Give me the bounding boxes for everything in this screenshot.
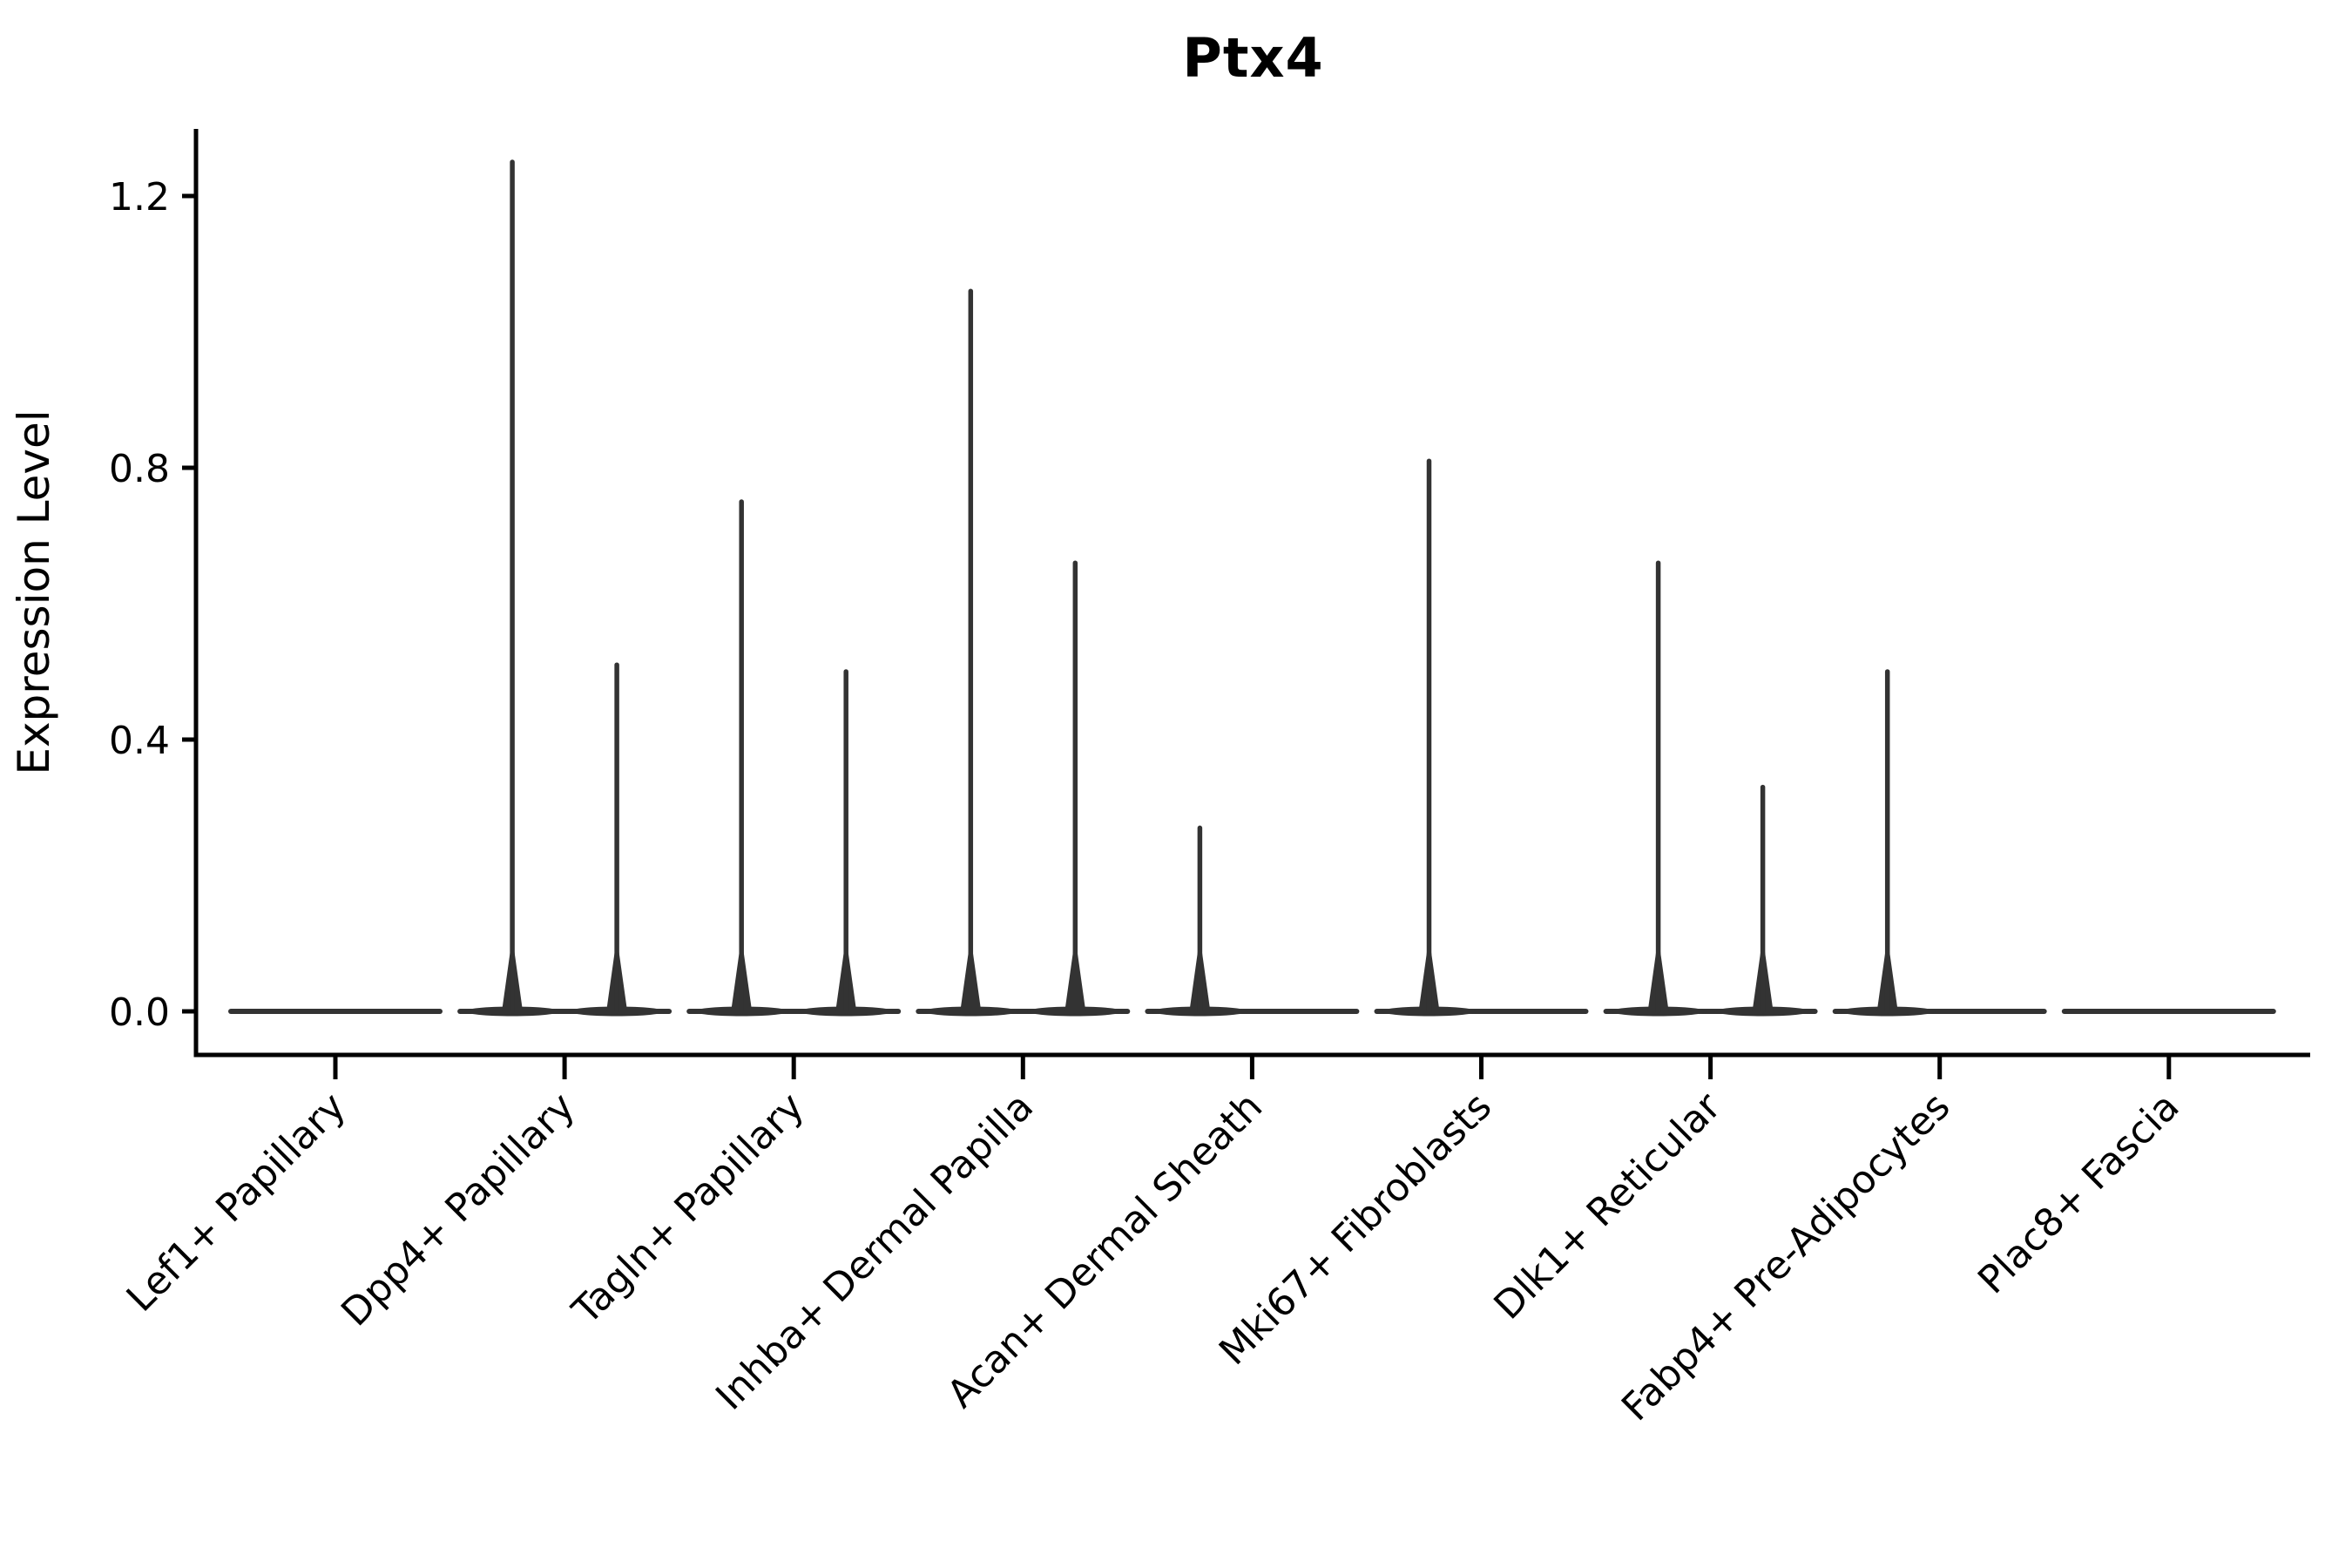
y-tick-label: 1.2 — [109, 175, 170, 220]
chart-title: Ptx4 — [1182, 26, 1324, 90]
x-tick-label: Dlk1+ Reticular — [1485, 1084, 1730, 1328]
axes-layer — [182, 129, 2310, 1079]
y-tick-label: 0.0 — [109, 990, 170, 1035]
x-tick-label: Lef1+ Papillary — [118, 1085, 355, 1321]
y-axis-label: Expression Level — [9, 409, 59, 774]
x-tick-label: Dpp4+ Papillary — [333, 1085, 584, 1335]
x-tick-label: Plac8+ Fascia — [1970, 1085, 2188, 1303]
violins-layer — [228, 159, 2276, 1017]
y-tick-label: 0.4 — [109, 719, 170, 763]
y-tick-label: 0.8 — [109, 447, 170, 491]
x-tick-label: Tagln+ Papillary — [564, 1085, 813, 1334]
